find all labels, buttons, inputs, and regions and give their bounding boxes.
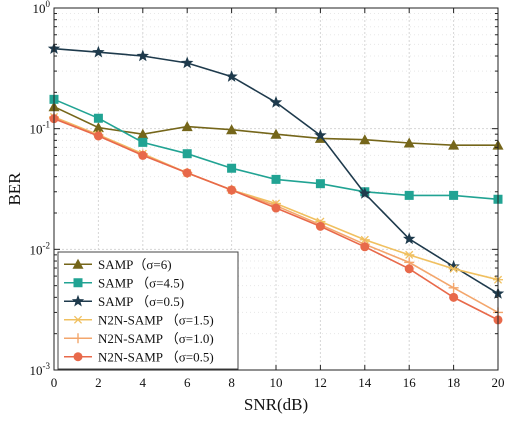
legend-label: N2N-SAMP （σ=1.0) — [98, 331, 214, 346]
x-tick-label: 12 — [314, 375, 327, 390]
legend-label: SAMP （σ=4.5) — [98, 275, 184, 290]
series-layer — [47, 42, 505, 325]
data-point — [227, 185, 237, 195]
series-5 — [49, 114, 503, 325]
x-tick-label: 8 — [228, 375, 235, 390]
data-point — [269, 95, 283, 108]
legend-marker — [73, 333, 83, 344]
x-tick-label: 10 — [270, 375, 283, 390]
legend-marker — [73, 278, 83, 288]
y-tick-label: 10-2 — [30, 240, 51, 257]
x-tick-label: 4 — [140, 375, 147, 390]
marker-stroke — [73, 315, 83, 324]
legend-label: SAMP （σ=0.5) — [98, 294, 184, 309]
legend-entry: SAMP （σ=4.5) — [64, 275, 184, 290]
axes: 0 2 4 6 8 10 12 14 16 18 20 100 10-1 10-2 10-3 — [30, 0, 505, 390]
marker-stroke — [405, 250, 414, 259]
x-tick-label: 6 — [184, 375, 191, 390]
data-point — [182, 168, 192, 178]
x-tick-label: 0 — [51, 375, 58, 390]
x-tick-label: 18 — [447, 375, 460, 390]
y-tick-label: 10-3 — [30, 361, 51, 378]
data-point — [315, 221, 325, 231]
data-point — [181, 121, 193, 132]
data-point — [93, 113, 103, 123]
legend-box — [57, 251, 239, 370]
data-point — [270, 128, 282, 139]
data-point — [225, 70, 238, 82]
y-axis-label: BER — [5, 172, 24, 206]
x-tick-label: 14 — [358, 375, 372, 390]
legend-entry: N2N-SAMP （σ=1.5) — [64, 312, 214, 327]
data-point — [447, 260, 460, 272]
data-point — [449, 292, 459, 302]
data-point — [448, 282, 459, 293]
data-point — [138, 137, 148, 147]
data-point — [181, 56, 194, 69]
x-tick-label: 20 — [492, 375, 505, 390]
data-point — [404, 264, 414, 274]
data-point — [226, 124, 238, 135]
data-point — [360, 242, 370, 252]
data-point — [315, 179, 325, 189]
x-tick-label: 16 — [403, 375, 417, 390]
data-point — [448, 139, 460, 150]
data-point — [359, 134, 371, 145]
legend-label: N2N-SAMP （σ=0.5) — [98, 349, 214, 364]
data-point — [448, 264, 459, 273]
data-point — [314, 128, 327, 141]
legend-marker — [73, 352, 83, 362]
legend-marker — [72, 258, 84, 269]
marker-stroke — [449, 264, 458, 273]
legend-marker — [71, 294, 85, 307]
data-point — [449, 190, 459, 200]
y-tick-label: 100 — [33, 0, 51, 16]
x-axis-label: SNR(dB) — [244, 395, 308, 414]
data-point — [92, 45, 105, 58]
data-point — [404, 190, 414, 200]
data-point — [271, 203, 281, 213]
legend-entry: N2N-SAMP （σ=1.0) — [64, 331, 214, 346]
data-point — [227, 163, 237, 173]
series-0 — [48, 101, 504, 150]
data-point — [403, 232, 416, 245]
x-tick-label: 2 — [95, 375, 102, 390]
grid — [54, 8, 498, 370]
data-point — [138, 150, 148, 160]
legend-entry: SAMP （σ=0.5) — [64, 294, 184, 309]
legend: SAMP（σ=6) SAMP （σ=4.5) SAMP （σ=0.5) N2N-SAM… — [57, 251, 239, 370]
data-point — [182, 149, 192, 159]
legend-label: N2N-SAMP （σ=1.5) — [98, 312, 214, 327]
data-point — [93, 131, 103, 141]
legend-entry: N2N-SAMP （σ=0.5) — [64, 349, 214, 364]
data-point — [404, 250, 415, 259]
data-point — [92, 122, 104, 133]
data-point — [403, 137, 415, 148]
data-point — [358, 187, 371, 199]
legend-label: SAMP（σ=6) — [98, 257, 172, 272]
y-tick-label: 10-1 — [30, 120, 51, 137]
data-point — [136, 49, 149, 62]
legend-marker — [73, 315, 83, 324]
data-point — [137, 128, 149, 139]
data-point — [271, 174, 281, 184]
legend-entry: SAMP（σ=6) — [64, 257, 172, 272]
